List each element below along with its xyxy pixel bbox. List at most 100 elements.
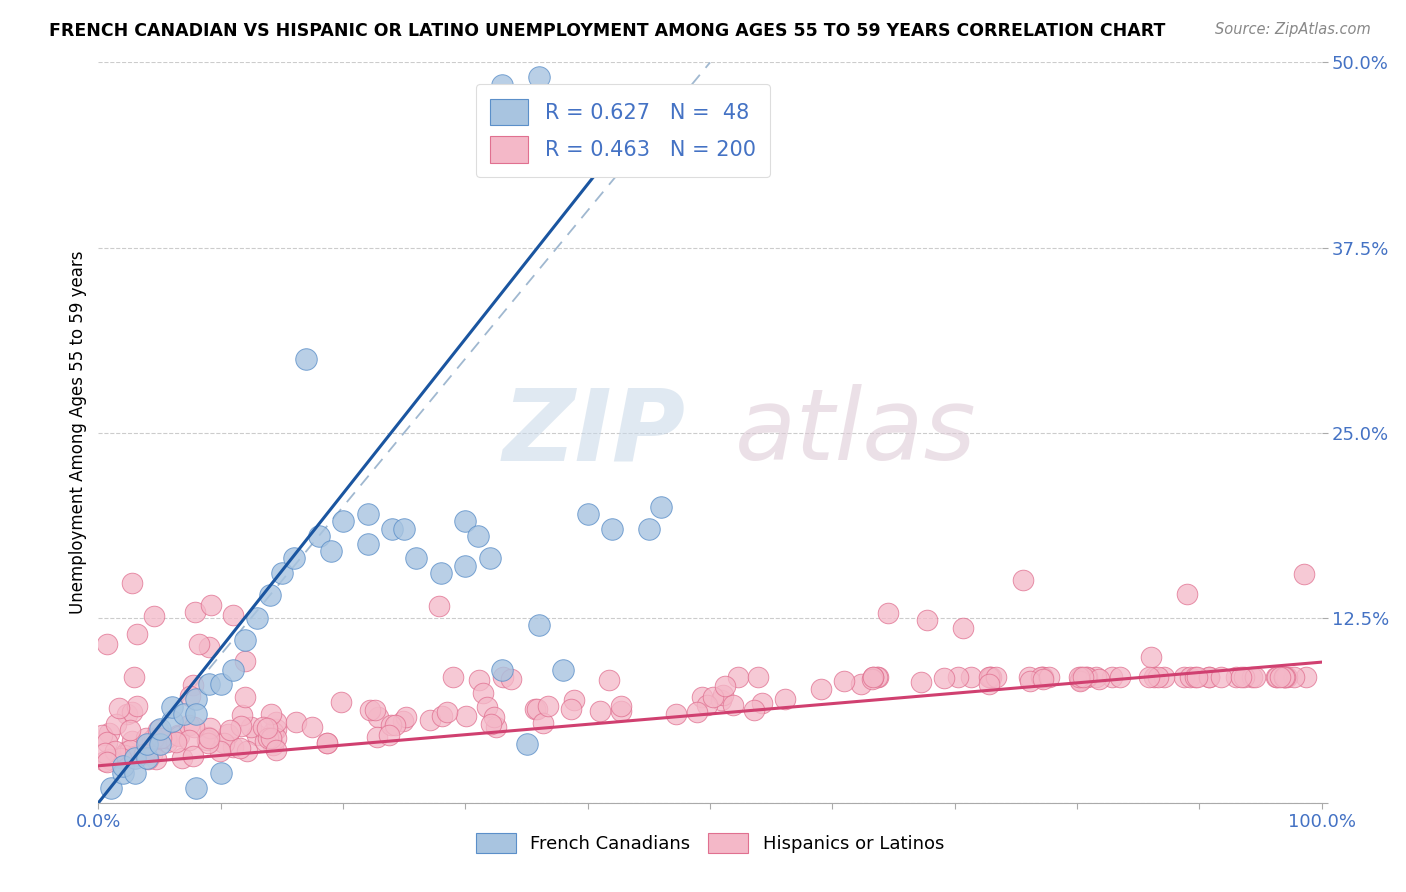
- Point: [187, 636, 209, 650]
- Point: [172, 751, 194, 765]
- Point: [1071, 670, 1094, 684]
- Point: [167, 729, 190, 743]
- Point: [979, 670, 1001, 684]
- Point: [125, 698, 148, 713]
- Point: [284, 714, 307, 729]
- Point: [127, 627, 149, 641]
- Point: [240, 720, 263, 734]
- Point: [1101, 670, 1123, 684]
- Point: [295, 351, 318, 366]
- Point: [526, 702, 548, 716]
- Point: [454, 515, 477, 529]
- Point: [181, 749, 204, 764]
- Point: [308, 529, 330, 543]
- Point: [1198, 670, 1220, 684]
- Point: [183, 720, 205, 734]
- Point: [301, 720, 323, 734]
- Point: [501, 672, 523, 686]
- Point: [186, 706, 208, 721]
- Point: [876, 606, 898, 620]
- Point: [141, 732, 163, 747]
- Point: [531, 715, 554, 730]
- Point: [1185, 670, 1208, 684]
- Point: [866, 670, 889, 684]
- Point: [419, 714, 441, 728]
- Point: [380, 717, 402, 731]
- Point: [197, 640, 219, 654]
- Point: [96, 637, 118, 651]
- Point: [711, 688, 734, 702]
- Point: [381, 522, 404, 536]
- Point: [146, 723, 169, 738]
- Point: [96, 755, 118, 769]
- Point: [1153, 670, 1175, 684]
- Point: [195, 732, 218, 747]
- Point: [145, 752, 167, 766]
- Point: [576, 507, 599, 521]
- Point: [702, 690, 724, 704]
- Point: [179, 718, 201, 732]
- Point: [359, 703, 381, 717]
- Point: [467, 529, 489, 543]
- Point: [112, 747, 135, 762]
- Point: [1018, 670, 1040, 684]
- Point: [222, 608, 245, 623]
- Point: [124, 748, 146, 763]
- Point: [136, 751, 159, 765]
- Point: [118, 743, 141, 757]
- Point: [229, 719, 252, 733]
- Point: [198, 731, 221, 746]
- Point: [477, 699, 499, 714]
- Point: [1143, 670, 1166, 684]
- Point: [264, 743, 287, 757]
- Point: [256, 731, 278, 745]
- Point: [868, 670, 890, 684]
- Point: [233, 632, 256, 647]
- Point: [260, 731, 283, 746]
- Point: [366, 730, 388, 744]
- Point: [1272, 670, 1295, 684]
- Point: [197, 677, 219, 691]
- Point: [527, 70, 550, 85]
- Point: [392, 522, 416, 536]
- Point: [692, 690, 714, 705]
- Point: [471, 686, 494, 700]
- Point: [436, 706, 458, 720]
- Point: [1070, 670, 1092, 684]
- Point: [553, 663, 575, 677]
- Text: FRENCH CANADIAN VS HISPANIC OR LATINO UNEMPLOYMENT AMONG AGES 55 TO 59 YEARS COR: FRENCH CANADIAN VS HISPANIC OR LATINO UN…: [49, 22, 1166, 40]
- Point: [1240, 670, 1263, 684]
- Point: [773, 691, 796, 706]
- Point: [441, 670, 464, 684]
- Point: [1031, 670, 1053, 684]
- Point: [212, 736, 235, 750]
- Point: [217, 727, 239, 741]
- Point: [714, 679, 737, 693]
- Point: [104, 744, 127, 758]
- Point: [637, 522, 661, 536]
- Point: [1230, 670, 1253, 684]
- Point: [932, 671, 955, 685]
- Point: [121, 734, 143, 748]
- Point: [330, 695, 353, 709]
- Point: [160, 714, 183, 729]
- Point: [1243, 670, 1265, 684]
- Point: [430, 709, 453, 723]
- Point: [124, 766, 146, 780]
- Point: [1294, 566, 1316, 581]
- Point: [356, 507, 378, 521]
- Point: [315, 736, 337, 750]
- Point: [1272, 670, 1295, 684]
- Point: [262, 738, 284, 752]
- Point: [696, 698, 718, 712]
- Point: [1067, 670, 1090, 684]
- Point: [665, 706, 688, 721]
- Point: [260, 707, 283, 722]
- Point: [986, 670, 1008, 684]
- Point: [110, 751, 132, 765]
- Point: [523, 701, 546, 715]
- Point: [121, 706, 143, 720]
- Point: [198, 721, 221, 735]
- Point: [229, 741, 252, 756]
- Point: [751, 696, 773, 710]
